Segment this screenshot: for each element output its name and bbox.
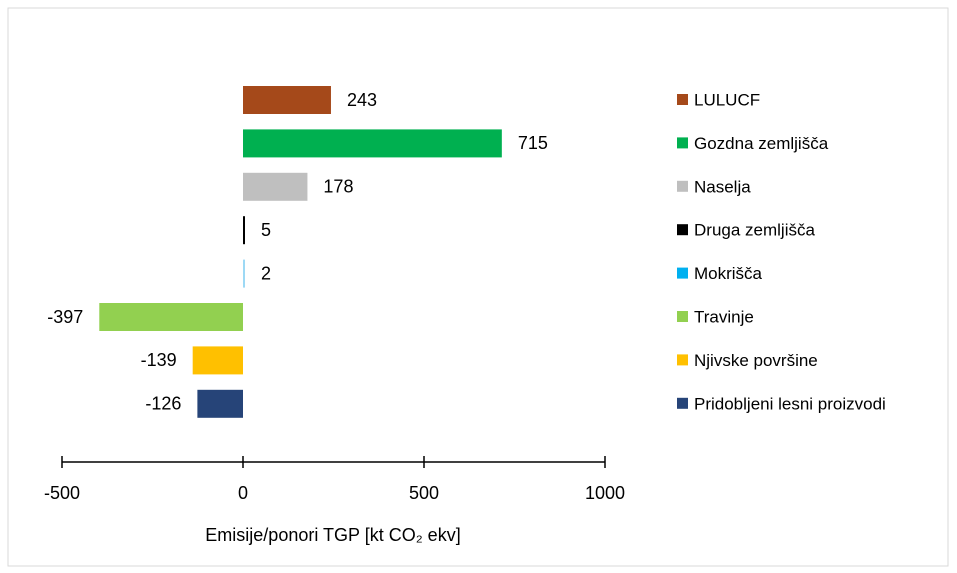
x-tick-label: 1000 <box>585 483 625 503</box>
x-axis-label: Emisije/ponori TGP [kt CO₂ ekv] <box>205 525 460 545</box>
legend-label: Pridobljeni lesni proizvodi <box>694 394 886 413</box>
data-label: 5 <box>261 220 271 240</box>
legend-swatch <box>677 137 688 149</box>
legend-swatch <box>677 267 688 279</box>
bar <box>197 389 243 418</box>
bar <box>243 172 308 201</box>
data-label: 2 <box>261 263 271 283</box>
data-label: -126 <box>145 394 181 414</box>
legend-swatch <box>677 354 688 366</box>
data-label: 243 <box>347 90 377 110</box>
bar <box>192 346 243 375</box>
legend-swatch <box>677 94 688 105</box>
legend-swatch <box>677 311 688 322</box>
data-label: -139 <box>141 350 177 370</box>
chart-frame <box>7 7 949 567</box>
x-tick-label: -500 <box>44 483 80 503</box>
bar <box>99 303 243 331</box>
data-label: 178 <box>323 177 353 197</box>
bar <box>243 129 502 158</box>
legend-label: Mokrišča <box>694 264 763 283</box>
legend-swatch <box>677 180 688 192</box>
legend-swatch <box>677 224 688 236</box>
data-label: -397 <box>47 307 83 327</box>
legend-label: Gozdna zemljišča <box>694 134 829 153</box>
x-tick-label: 500 <box>409 483 439 503</box>
legend-label: Naselja <box>694 177 751 196</box>
bar <box>243 86 331 114</box>
x-tick-label: 0 <box>238 483 248 503</box>
legend-label: LULUCF <box>694 90 760 109</box>
legend-label: Druga zemljišča <box>694 221 815 240</box>
bar <box>243 216 245 245</box>
data-label: 715 <box>518 133 548 153</box>
legend-label: Njivske površine <box>694 351 818 370</box>
legend: LULUCF Gozdna zemljišča Naselja Druga zemlj… <box>677 90 886 413</box>
bar <box>243 259 245 288</box>
legend-label: Travinje <box>694 307 754 326</box>
legend-swatch <box>677 397 688 409</box>
